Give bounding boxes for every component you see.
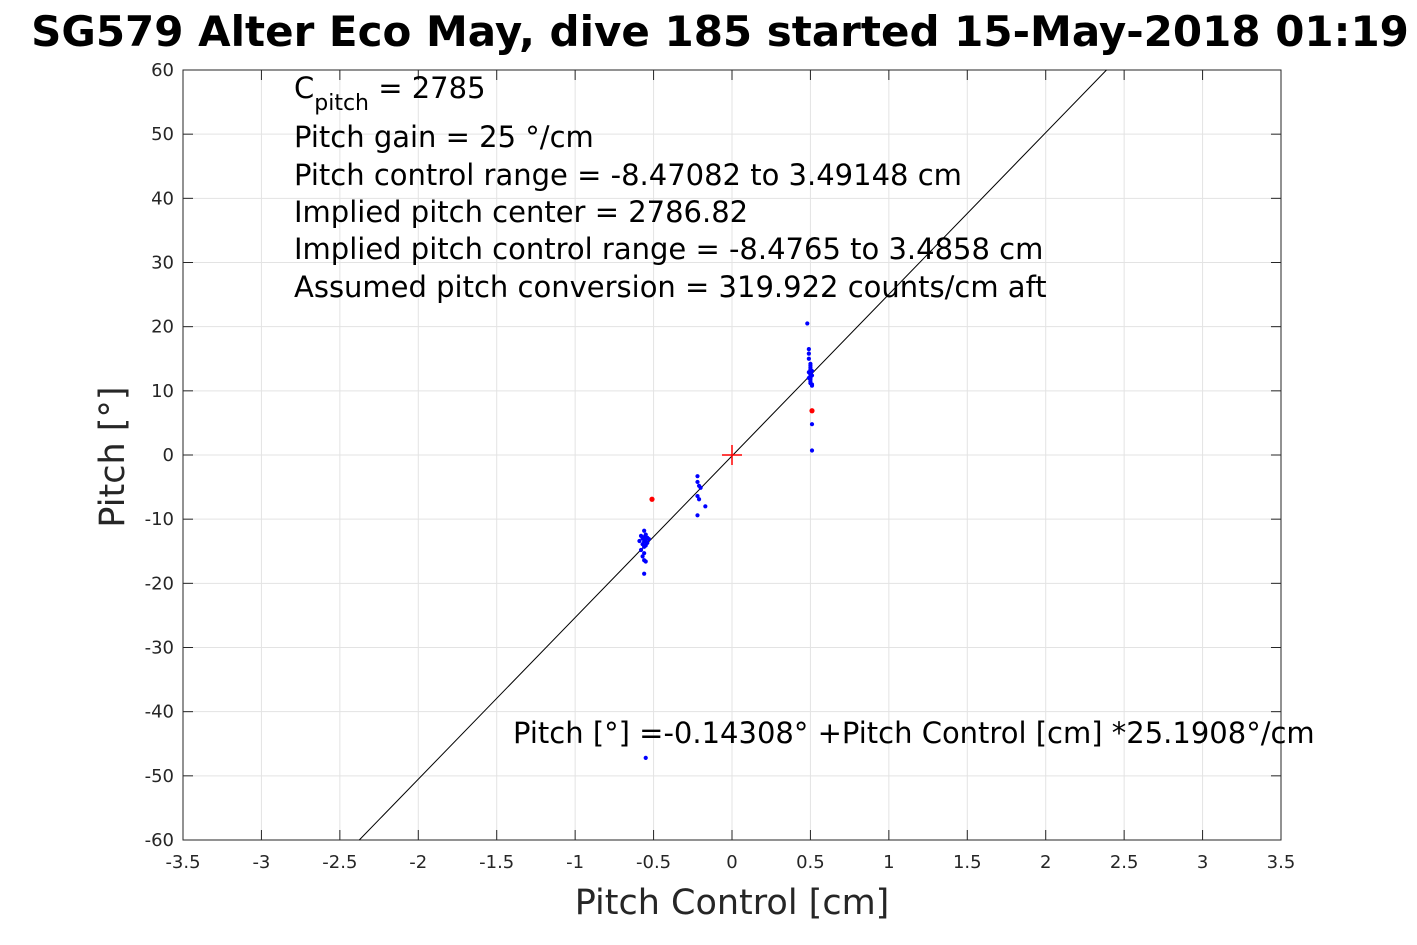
data-points — [637, 321, 815, 760]
annotation-control-range: Pitch control range = -8.47082 to 3.4914… — [294, 158, 962, 192]
data-point — [809, 422, 815, 427]
x-tick-label: -2 — [409, 852, 427, 873]
x-tick-label: -3 — [252, 852, 270, 873]
data-point — [806, 375, 811, 381]
y-axis-label: Pitch [°] — [93, 386, 133, 527]
x-tick-label: -1.5 — [479, 852, 514, 873]
annotation-implied-range: Implied pitch control range = -8.4765 to… — [294, 232, 1043, 266]
x-tick-label: 0 — [726, 852, 737, 873]
y-tick-label: -60 — [145, 830, 174, 851]
y-tick-label: 40 — [151, 188, 174, 209]
x-tick-label: -2.5 — [322, 852, 357, 873]
x-tick-label: -1 — [566, 852, 584, 873]
data-point — [642, 551, 647, 556]
data-point — [695, 474, 700, 479]
annotation-cpitch-sub: pitch — [314, 91, 369, 116]
data-point — [703, 504, 708, 509]
y-tick-label: -10 — [145, 509, 174, 530]
center-marker-group — [722, 445, 742, 465]
data-point — [637, 538, 642, 544]
x-tick-label: -0.5 — [636, 852, 671, 873]
y-tick-label: 30 — [151, 253, 174, 274]
annotation-pitch-center: Implied pitch center = 2786.82 — [294, 195, 748, 229]
data-point — [698, 485, 703, 490]
data-point — [806, 347, 811, 352]
data-point — [646, 536, 651, 542]
y-tick-label: -20 — [145, 573, 174, 594]
data-point — [809, 383, 815, 388]
data-point — [638, 547, 644, 553]
data-point — [696, 497, 702, 502]
y-tick-label: -50 — [145, 766, 174, 787]
data-point — [809, 448, 815, 453]
data-point — [640, 554, 645, 559]
x-tick-label: 3 — [1197, 852, 1208, 873]
data-point — [695, 493, 700, 499]
y-tick-label: 50 — [151, 124, 174, 145]
x-tick-label: 1 — [883, 852, 894, 873]
y-tick-label: 10 — [151, 381, 174, 402]
data-point — [642, 528, 647, 533]
data-point — [806, 356, 811, 361]
data-point — [806, 351, 811, 356]
data-point — [805, 321, 810, 326]
annotation-pitch-gain: Pitch gain = 25 °/cm — [294, 120, 594, 154]
annotation-fit-equation: Pitch [°] =-0.14308° +Pitch Control [cm]… — [513, 716, 1315, 750]
flagged-point — [809, 408, 815, 414]
annotation-cpitch-main: C — [294, 71, 314, 105]
x-tick-label: 2 — [1040, 852, 1051, 873]
x-tick-label: 3.5 — [1267, 852, 1296, 873]
data-point — [809, 368, 815, 374]
y-tick-label: 60 — [151, 60, 174, 81]
x-axis: -3.5 -3 -2.5 -2 -1.5 -1 -0.5 0 0.5 1 1.5 2 2.5 3 3.5 — [165, 70, 1295, 873]
chart-title: SG579 Alter Eco May, dive 185 started 15… — [31, 7, 1409, 56]
annotation-cpitch-value: = 2785 — [369, 71, 486, 105]
data-point — [695, 513, 700, 518]
annotation-conversion: Assumed pitch conversion = 319.922 count… — [294, 270, 1047, 304]
data-point — [695, 479, 700, 485]
annotation-cpitch: Cpitch = 2785 — [294, 71, 486, 116]
data-point — [642, 544, 647, 549]
y-axis: -60 -50 -40 -30 -20 -10 0 10 20 30 40 50 60 — [145, 60, 1281, 851]
x-axis-label: Pitch Control [cm] — [575, 883, 890, 923]
x-tick-label: 2.5 — [1110, 852, 1139, 873]
data-point — [809, 373, 815, 378]
x-tick-label: 0.5 — [796, 852, 825, 873]
x-tick-label: -3.5 — [165, 852, 200, 873]
data-point — [806, 370, 811, 375]
y-tick-label: -40 — [145, 702, 174, 723]
y-tick-label: 0 — [163, 445, 174, 466]
y-tick-label: 20 — [151, 317, 174, 338]
plot-frame — [182, 69, 1282, 841]
flagged-point — [649, 496, 655, 502]
y-tick-label: -30 — [145, 638, 174, 659]
x-tick-label: 1.5 — [953, 852, 982, 873]
data-point — [642, 571, 647, 576]
data-point — [638, 533, 644, 538]
data-point — [643, 755, 648, 760]
data-point — [643, 559, 648, 564]
